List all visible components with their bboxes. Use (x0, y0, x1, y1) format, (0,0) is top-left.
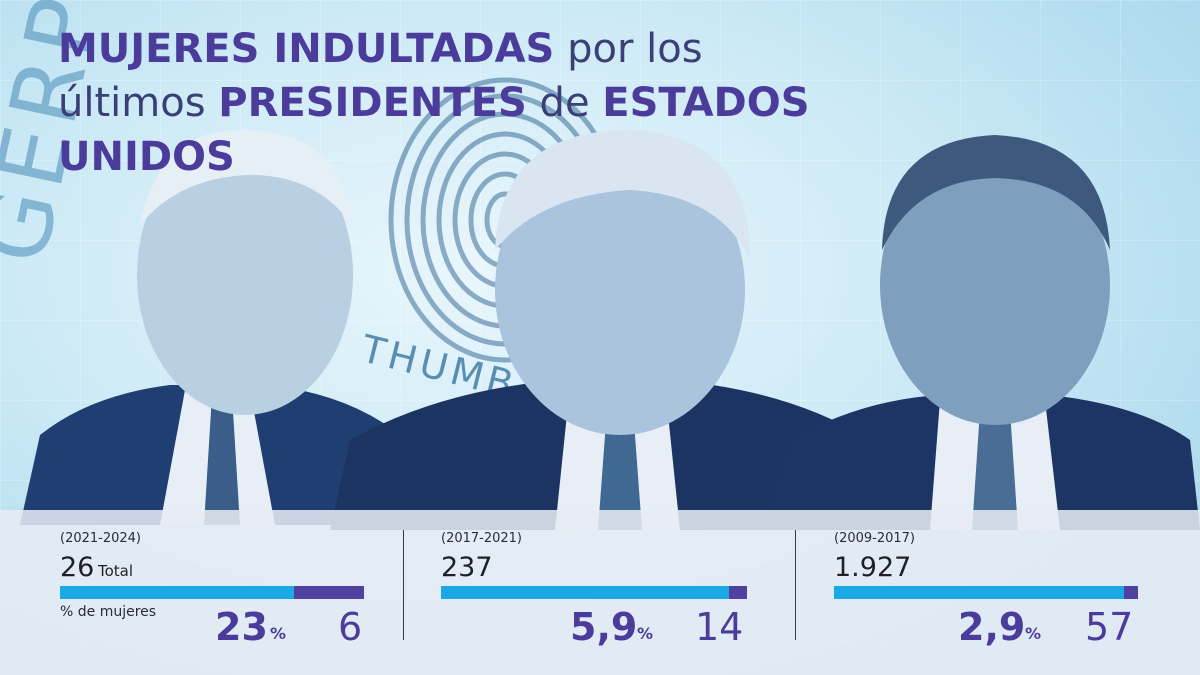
title-text-3: de (539, 80, 590, 126)
pct-women-value: 2,9 (958, 605, 1026, 649)
women-count: 57 (1085, 605, 1134, 649)
title-bold-1: MUJERES INDULTADAS (58, 26, 555, 72)
period-label: (2009-2017) (834, 531, 916, 546)
women-count: 6 (338, 605, 363, 649)
women-bar (729, 586, 747, 599)
total-bar (441, 586, 729, 599)
pct-sign: % (637, 624, 654, 643)
total-value: 237 (441, 552, 493, 583)
pct-women-value: 5,9 (570, 605, 638, 649)
portrait-right (760, 135, 1200, 530)
women-bar (294, 586, 364, 599)
total-value: 26 (60, 552, 95, 583)
total-bar (834, 586, 1124, 599)
period-label: (2021-2024) (60, 531, 142, 546)
period-label: (2017-2021) (441, 531, 523, 546)
title-bold-3: ESTADOS UNIDOS (58, 80, 810, 180)
total-value: 1.927 (834, 552, 912, 583)
portrait-left (20, 129, 420, 525)
title-text-1: por los (567, 26, 703, 72)
women-count: 14 (695, 605, 744, 649)
pct-women-label: % de mujeres (60, 604, 157, 620)
panel-divider (403, 530, 404, 640)
pct-sign: % (270, 624, 287, 643)
page-title: MUJERES INDULTADAS por los últimos PRESI… (58, 22, 978, 184)
title-bold-2: PRESIDENTES (218, 80, 527, 126)
pct-women-value: 23 (215, 605, 268, 649)
title-text-2: últimos (58, 80, 206, 126)
panel-divider (795, 530, 796, 640)
pct-sign: % (1025, 624, 1042, 643)
women-bar (1124, 586, 1138, 599)
total-bar (60, 586, 294, 599)
total-label: Total (98, 562, 134, 580)
portrait-center (330, 130, 890, 530)
